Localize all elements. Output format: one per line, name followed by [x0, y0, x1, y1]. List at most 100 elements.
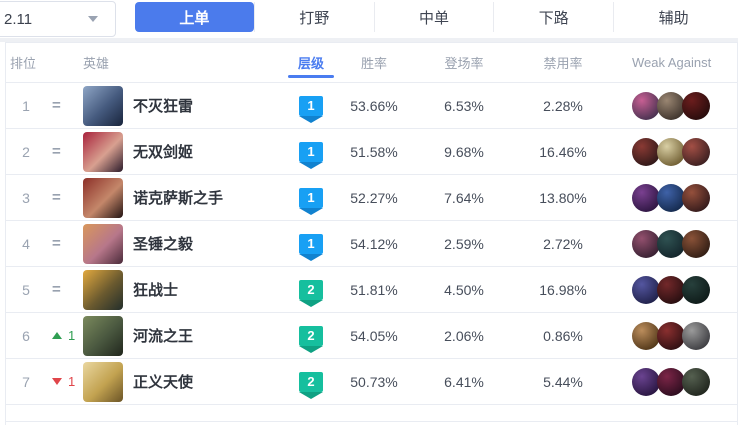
tier-badge-number: 2	[307, 328, 315, 343]
weak-against-avatar[interactable]	[657, 321, 685, 350]
tier-badge-number: 1	[307, 98, 315, 113]
table-row[interactable]: 5 = 狂战士 2 51.81% 4.50% 16.98%	[6, 267, 737, 313]
pick-rate-value: 6.41%	[444, 373, 484, 390]
table-row[interactable]: 2 = 无双剑姬 1 51.58% 9.68% 16.46%	[6, 129, 737, 175]
tier-cell: 1	[288, 95, 334, 123]
tab-lane-0-active[interactable]: 上单	[135, 2, 254, 32]
champion-name[interactable]: 不灭狂雷	[133, 98, 194, 115]
rank-change-value: 1	[68, 328, 76, 343]
table-row[interactable]: 4 = 圣锤之毅 1 54.12% 2.59% 2.72%	[6, 221, 737, 267]
weak-against-avatar[interactable]	[682, 275, 710, 304]
ban-rate-value: 13.80%	[539, 189, 587, 206]
tab-lane-4[interactable]: 辅助	[613, 2, 733, 32]
champion-avatar[interactable]	[83, 223, 123, 264]
table-row[interactable]: 3 = 诺克萨斯之手 1 52.27% 7.64% 13.80%	[6, 175, 737, 221]
rank-change: =	[46, 143, 83, 160]
champion-name[interactable]: 狂战士	[133, 282, 179, 299]
champion-name[interactable]: 河流之王	[133, 328, 194, 345]
weak-against-avatar[interactable]	[632, 321, 660, 350]
table-row[interactable]: 6 1 河流之王 2 54.05% 2.06% 0.86%	[6, 313, 737, 359]
weak-against-list	[612, 275, 737, 304]
weak-against-list	[612, 367, 737, 396]
version-dropdown[interactable]: 2.11	[0, 1, 116, 37]
weak-against-avatar[interactable]	[682, 183, 710, 212]
rank-change: =	[46, 97, 83, 114]
table-row[interactable]: 7 1 正义天使 2 50.73% 6.41% 5.44%	[6, 359, 737, 405]
weak-against-avatar[interactable]	[632, 91, 660, 120]
tier-cell: 1	[288, 187, 334, 215]
weak-against-avatar[interactable]	[632, 229, 660, 258]
pick-rate-value: 2.59%	[444, 235, 484, 252]
header-tier-sort[interactable]: 层级	[288, 43, 334, 82]
tab-lane-2[interactable]: 中单	[373, 2, 494, 32]
tier-badge-number: 1	[307, 190, 315, 205]
rank-number: 2	[22, 143, 30, 160]
weak-against-avatar[interactable]	[657, 367, 685, 396]
pick-rate-value: 9.68%	[444, 143, 484, 160]
weak-against-avatar[interactable]	[682, 321, 710, 350]
champion-avatar[interactable]	[83, 85, 123, 126]
champion-avatar[interactable]	[83, 269, 123, 310]
weak-against-list	[612, 229, 737, 258]
weak-against-avatar[interactable]	[682, 137, 710, 166]
ban-rate-value: 5.44%	[543, 373, 583, 390]
tier-badge: 2	[299, 371, 323, 399]
rank-number: 3	[22, 189, 30, 206]
tier-badge: 1	[299, 233, 323, 261]
weak-against-avatar[interactable]	[657, 183, 685, 212]
tier-badge: 1	[299, 187, 323, 215]
champion-name[interactable]: 诺克萨斯之手	[133, 190, 224, 207]
champion-name[interactable]: 圣锤之毅	[133, 236, 194, 253]
weak-against-avatar[interactable]	[682, 367, 710, 396]
weak-against-avatar[interactable]	[632, 137, 660, 166]
champion-avatar[interactable]	[83, 131, 123, 172]
rank-same-icon: =	[52, 235, 61, 252]
weak-against-list	[612, 321, 737, 350]
champion-avatar[interactable]	[83, 177, 123, 218]
rank-number: 1	[22, 97, 30, 114]
rank-same-icon: =	[52, 281, 61, 298]
table-row[interactable]: 1 = 不灭狂雷 1 53.66% 6.53% 2.28%	[6, 83, 737, 129]
rank-same-icon: =	[52, 97, 61, 114]
pick-rate-value: 2.06%	[444, 327, 484, 344]
weak-against-avatar[interactable]	[682, 91, 710, 120]
weak-against-avatar[interactable]	[632, 367, 660, 396]
tier-badge-number: 2	[307, 374, 315, 389]
weak-against-avatar[interactable]	[632, 183, 660, 212]
weak-against-avatar[interactable]	[632, 275, 660, 304]
header-win-rate[interactable]: 胜率	[360, 56, 387, 71]
pick-rate-value: 7.64%	[444, 189, 484, 206]
champion-name[interactable]: 无双剑姬	[133, 144, 194, 161]
weak-against-avatar[interactable]	[657, 229, 685, 258]
header-pick-rate[interactable]: 登场率	[444, 56, 484, 71]
weak-against-list	[612, 91, 737, 120]
rank-change: =	[46, 189, 83, 206]
champion-avatar[interactable]	[83, 361, 123, 402]
win-rate-value: 53.66%	[350, 97, 398, 114]
tier-cell: 1	[288, 233, 334, 261]
win-rate-value: 54.05%	[350, 327, 398, 344]
champion-name[interactable]: 正义天使	[133, 374, 194, 391]
weak-against-avatar[interactable]	[657, 275, 685, 304]
rank-number: 4	[22, 235, 30, 252]
tier-badge: 2	[299, 325, 323, 353]
weak-against-avatar[interactable]	[682, 229, 710, 258]
table-body: 1 = 不灭狂雷 1 53.66% 6.53% 2.28% 2 = 无双剑姬 1 51.58% 9.68…	[6, 83, 737, 405]
footer-divider	[6, 421, 737, 422]
weak-against-avatar[interactable]	[657, 137, 685, 166]
ban-rate-value: 0.86%	[543, 327, 583, 344]
tab-lane-3[interactable]: 下路	[493, 2, 614, 32]
tier-badge: 1	[299, 95, 323, 123]
header-weak-against: Weak Against	[632, 55, 712, 70]
header-ban-rate[interactable]: 禁用率	[543, 56, 583, 71]
ban-rate-value: 2.72%	[543, 235, 583, 252]
rank-change: 1	[46, 374, 83, 389]
tab-lane-1[interactable]: 打野	[253, 2, 374, 32]
rank-number: 7	[22, 373, 30, 390]
weak-against-list	[612, 137, 737, 166]
weak-against-avatar[interactable]	[657, 91, 685, 120]
rank-change-value: 1	[68, 374, 76, 389]
tier-badge: 2	[299, 279, 323, 307]
tier-table: 排位 英雄 层级 胜率 登场率 禁用率 Weak Against 1 = 不灭狂雷 1…	[5, 42, 738, 425]
champion-avatar[interactable]	[83, 315, 123, 356]
